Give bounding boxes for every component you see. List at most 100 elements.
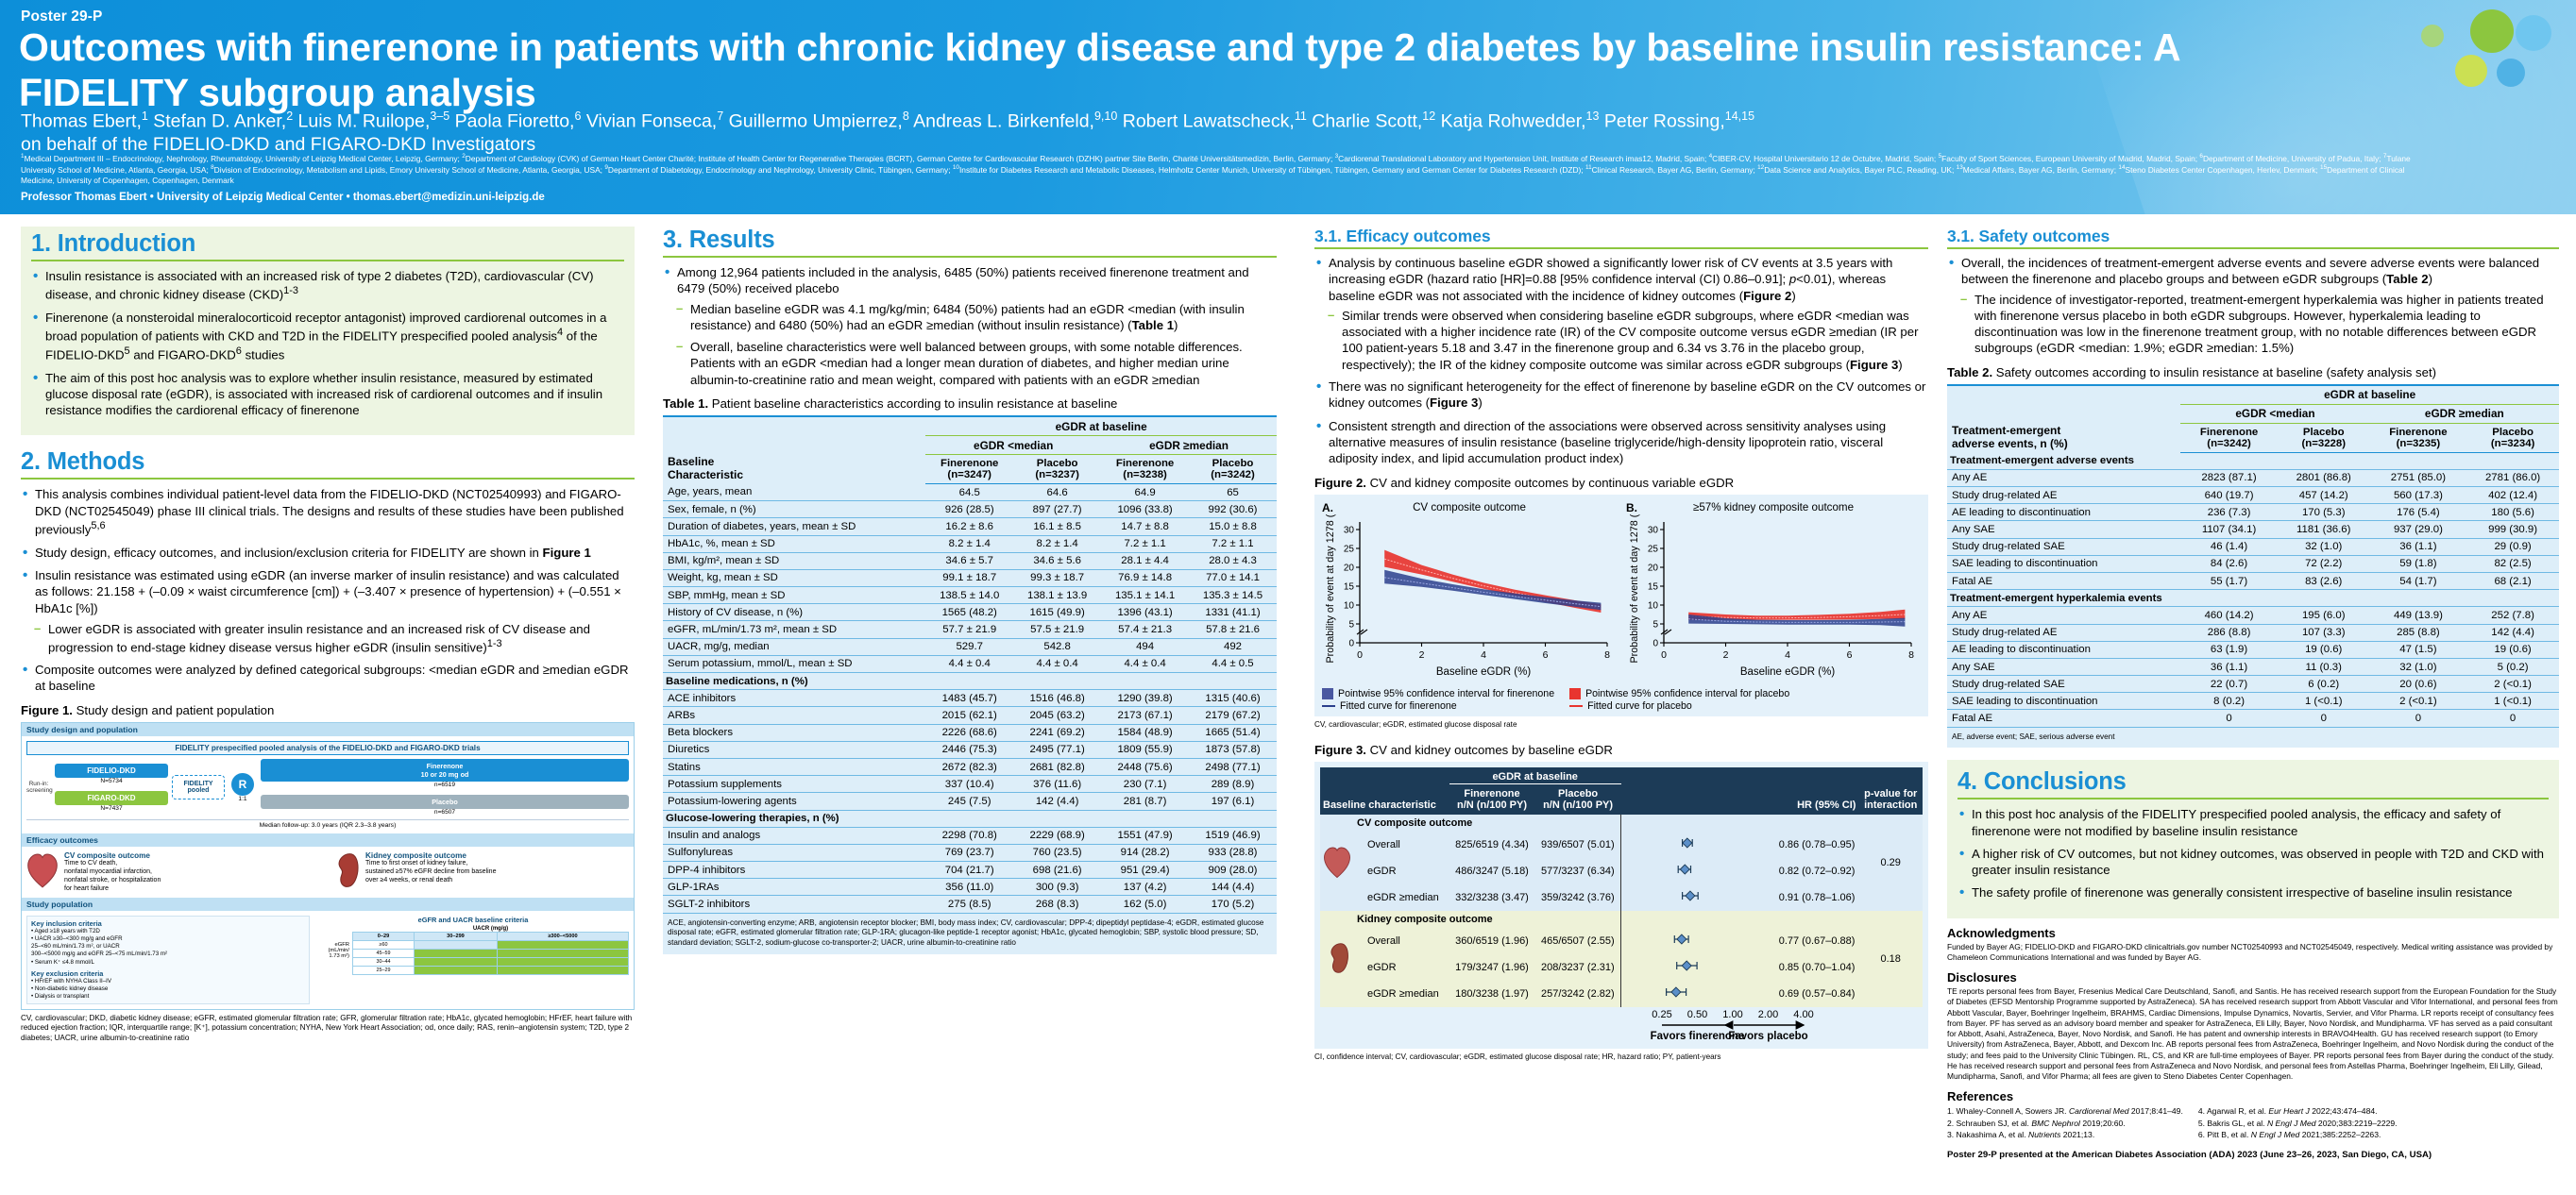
conclusions-heading: 4. Conclusions xyxy=(1957,768,2549,800)
table-cell: 2173 (67.1) xyxy=(1101,706,1190,725)
efficacy-bullets: Analysis by continuous baseline eGDR sho… xyxy=(1314,254,1928,304)
table1-header: Baseline Characteristic eGDR at baseline… xyxy=(663,416,1277,484)
list-item: Median baseline eGDR was 4.1 mg/kg/min; … xyxy=(676,300,1277,334)
table-cell: 8 (0.2) xyxy=(2180,692,2278,711)
methods-section: 2. Methods This analysis combines indivi… xyxy=(21,448,635,1043)
figure1-grid-uacr-label: UACR (mg/g) xyxy=(472,926,509,933)
svg-text:0.50: 0.50 xyxy=(1687,1009,1707,1020)
forest-row-label: Overall xyxy=(1367,839,1400,851)
forest-plot-cell xyxy=(1620,884,1770,912)
table-row-label: GLP-1RAs xyxy=(663,878,926,897)
table-cell: 144 (4.4) xyxy=(1189,878,1277,897)
table-cell: 135.3 ± 14.5 xyxy=(1189,586,1277,605)
contact-line: Professor Thomas Ebert • University of L… xyxy=(21,192,545,203)
forest-col-placebo: Placebo n/N (n/100 PY) xyxy=(1534,783,1621,816)
table-cell: 63 (1.9) xyxy=(2180,641,2278,659)
figure1-kidney-title: Kidney composite outcome xyxy=(365,851,466,861)
list-item: Overall, baseline characteristics were w… xyxy=(676,338,1277,388)
figure1-arm-placebo: Placebo xyxy=(261,795,629,810)
introduction-heading: 1. Introduction xyxy=(31,230,624,261)
table-row-label: Duration of diabetes, years, mean ± SD xyxy=(663,517,926,536)
figure1-fidelio-n: N=5734 xyxy=(100,777,123,784)
forest-group-row: Kidney composite outcome 0.18 xyxy=(1320,911,1923,1008)
forest-plot-cell xyxy=(1620,928,1770,955)
svg-text:Baseline eGDR (%): Baseline eGDR (%) xyxy=(1436,666,1532,678)
forest-finerenone-value: 825/6519 (4.34) xyxy=(1455,839,1529,851)
table-cell: 34.6 ± 5.6 xyxy=(1013,552,1102,570)
table-row-label: History of CV disease, n (%) xyxy=(663,603,926,622)
table-cell: 0 xyxy=(2277,709,2370,728)
svg-text:1.00: 1.00 xyxy=(1722,1009,1742,1020)
table-cell: 170 (5.2) xyxy=(1189,895,1277,914)
table-row-label: SBP, mmHg, mean ± SD xyxy=(663,586,926,605)
table-cell: 2226 (68.6) xyxy=(925,724,1014,742)
grid-cell xyxy=(496,966,630,976)
chart-kidney-composite: B. ≥57% kidney composite outcome 0 5 10 15 2… xyxy=(1626,501,1921,685)
svg-text:20: 20 xyxy=(1648,564,1659,574)
table-row-label: Fatal AE xyxy=(1947,572,2181,591)
figure1-followup: Median follow-up: 3.0 years (IQR 2.3–3.8… xyxy=(26,819,629,829)
grid-cell xyxy=(496,957,630,968)
table-cell: 84 (2.6) xyxy=(2180,555,2278,573)
table-row: SAE leading to discontinuation 8 (0.2) 1 (… xyxy=(1947,692,2559,711)
table-cell: 356 (11.0) xyxy=(925,878,1014,897)
table2-wrapper: Treatment-emergent adverse events, n (%)… xyxy=(1947,383,2559,749)
figure1-design-panel: FIDELITY prespecified pooled analysis of… xyxy=(22,736,634,833)
table-row-label: Diuretics xyxy=(663,741,926,759)
table-cell: 281 (8.7) xyxy=(1101,792,1190,811)
table-cell: 76.9 ± 14.8 xyxy=(1101,569,1190,588)
figure1-trial-fidelio: FIDELIO-DKD xyxy=(55,763,168,778)
table-row: Study drug-related SAE 46 (1.4) 32 (1.0) 36… xyxy=(1947,538,2559,556)
table-cell: 2823 (87.1) xyxy=(2180,469,2278,488)
table-section-row: Baseline medications, n (%) xyxy=(663,672,1277,691)
table-col-header: Placebo (n=3234) xyxy=(2466,423,2559,453)
table-cell: 376 (11.6) xyxy=(1013,775,1102,794)
list-item: Consistent strength and direction of the… xyxy=(1314,417,1928,467)
figure1-inclusion-title: Key inclusion criteria xyxy=(31,919,102,929)
table-cell: 275 (8.5) xyxy=(925,895,1014,914)
table-row: Potassium-lowering agents 245 (7.5) 142 (4… xyxy=(663,792,1277,811)
table-cell: 1516 (46.8) xyxy=(1013,689,1102,708)
figure1-arm-placebo-n: n=6507 xyxy=(433,809,456,816)
poster-number: Poster 29-P xyxy=(21,8,103,25)
table1-group-header: eGDR at baseline xyxy=(925,416,1277,437)
forest-finerenone-value: 179/3247 (1.96) xyxy=(1455,962,1529,974)
table-row-label: Sulfonylureas xyxy=(663,844,926,863)
grid-cell xyxy=(413,957,498,968)
chart-a-panel-letter: A. xyxy=(1322,501,1333,515)
table-cell: 138.5 ± 14.0 xyxy=(925,586,1014,605)
table2-group-header: eGDR at baseline xyxy=(2180,385,2559,405)
methods-bullets: This analysis combines individual patien… xyxy=(21,485,635,615)
table-cell: 926 (28.5) xyxy=(925,500,1014,519)
svg-text:2.00: 2.00 xyxy=(1758,1009,1778,1020)
table-row-label: Study drug-related AE xyxy=(1947,486,2181,505)
table-cell: 529.7 xyxy=(925,638,1014,656)
forest-col-p: p-value for interaction xyxy=(1858,767,1923,816)
table-cell: 245 (7.5) xyxy=(925,792,1014,811)
svg-text:25: 25 xyxy=(1344,545,1355,555)
table-section-row: Treatment-emergent adverse events xyxy=(1947,452,2559,470)
forest-plot-cell xyxy=(1620,832,1770,859)
table-cell: 65 xyxy=(1189,483,1277,502)
table-col-header: Finerenone (n=3238) xyxy=(1101,454,1190,484)
legend-label-placebo-ci: Pointwise 95% confidence interval for pl… xyxy=(1585,688,1790,700)
table-cell: 494 xyxy=(1101,638,1190,656)
table-row-label: UACR, mg/g, median xyxy=(663,638,926,656)
table-row: Study drug-related AE 640 (19.7) 457 (14.2… xyxy=(1947,486,2559,505)
table-cell: 20 (0.6) xyxy=(2369,675,2467,694)
list-item: The safety profile of finerenone was gen… xyxy=(1957,884,2549,902)
forest-plot-cell xyxy=(1620,981,1770,1008)
table-cell: 32 (1.0) xyxy=(2277,538,2370,556)
table-cell: 300 (9.3) xyxy=(1013,878,1102,897)
table-cell: 54 (1.7) xyxy=(2369,572,2467,591)
svg-text:4: 4 xyxy=(1785,649,1790,661)
table-cell: 34.6 ± 5.7 xyxy=(925,552,1014,570)
column-2: 3. Results Among 12,964 patients include… xyxy=(663,227,1277,954)
forest-placebo-value: 939/6507 (5.01) xyxy=(1540,839,1615,851)
grid-col-header: 0–29 xyxy=(352,932,415,942)
svg-text:30: 30 xyxy=(1344,526,1355,536)
table-cell: 180 (5.6) xyxy=(2466,503,2559,522)
efficacy-bullets-2: There was no significant heterogeneity f… xyxy=(1314,378,1928,467)
table-cell: 47 (1.5) xyxy=(2369,641,2467,659)
table-cell: 897 (27.7) xyxy=(1013,500,1102,519)
